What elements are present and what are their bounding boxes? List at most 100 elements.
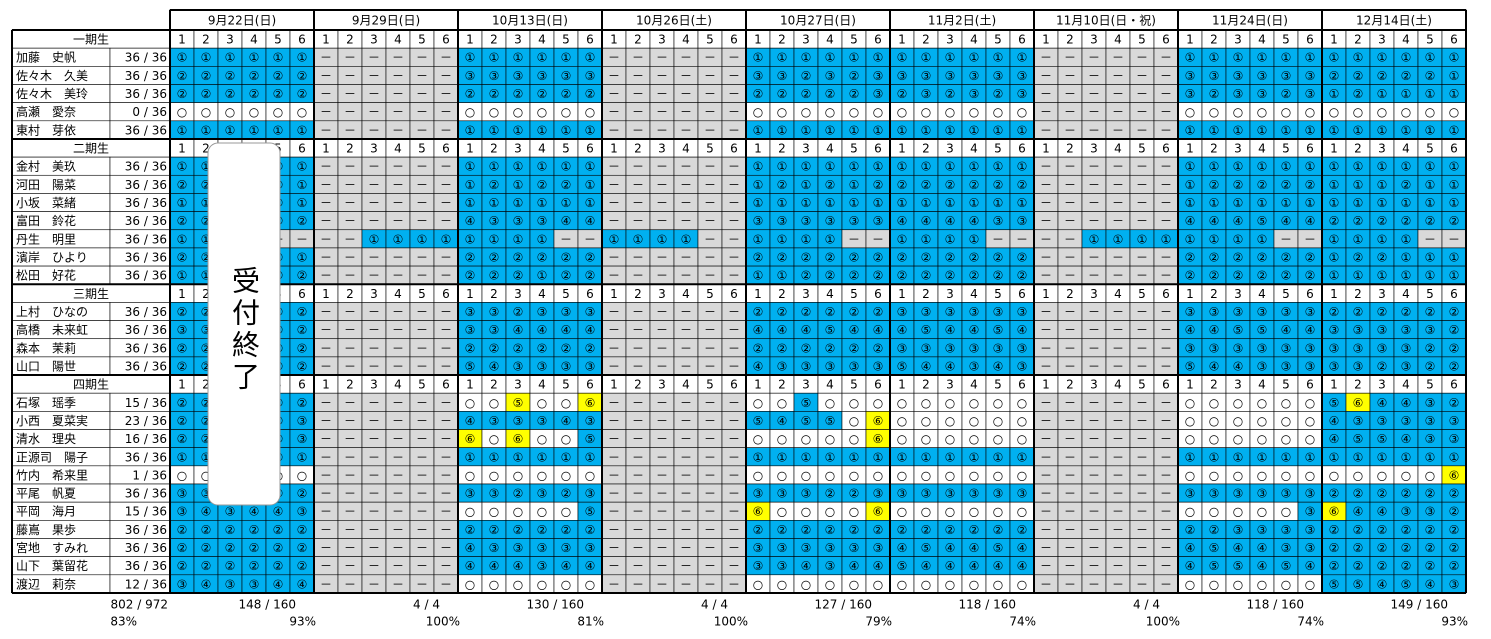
- slot-value: －: [608, 123, 620, 137]
- slot-label: 3: [226, 33, 234, 47]
- slot-value: ②: [561, 523, 572, 537]
- slot-value: －: [392, 196, 404, 210]
- slot-value: ②: [945, 523, 956, 537]
- slot-value: －: [1136, 432, 1148, 446]
- slot-value: ③: [969, 87, 980, 101]
- slot-value: ⑤: [1257, 323, 1268, 337]
- slot-value: ②: [1329, 214, 1340, 228]
- slot-value: ①: [1377, 160, 1388, 174]
- slot-value: ④: [921, 559, 932, 573]
- slot-value: －: [728, 87, 740, 101]
- slot-value: ③: [513, 359, 524, 373]
- slot-label: 6: [442, 142, 450, 156]
- slot-value: ③: [945, 69, 956, 83]
- slot-value: ②: [537, 251, 548, 265]
- slot-value: －: [704, 541, 716, 555]
- slot-value: ○: [1377, 105, 1387, 119]
- slot-label: 1: [1042, 287, 1050, 301]
- slot-value: －: [680, 196, 692, 210]
- slot-value: ③: [921, 305, 932, 319]
- slot-value: ③: [873, 87, 884, 101]
- slot-value: ③: [1209, 341, 1220, 355]
- slot-value: ⑤: [1329, 396, 1340, 410]
- slot-value: －: [344, 105, 356, 119]
- slot-value: －: [1064, 305, 1076, 319]
- slot-value: －: [1088, 396, 1100, 410]
- slot-label: 1: [1330, 378, 1338, 392]
- slot-value: ○: [1401, 468, 1411, 482]
- slot-value: －: [296, 232, 308, 246]
- slot-value: ○: [1329, 105, 1339, 119]
- slot-value: －: [1112, 269, 1124, 283]
- slot-value: ①: [441, 232, 452, 246]
- slot-value: －: [1040, 359, 1052, 373]
- slot-value: －: [680, 559, 692, 573]
- slot-value: ○: [993, 414, 1003, 428]
- slot-value: ①: [1377, 123, 1388, 137]
- slot-label: 6: [298, 142, 306, 156]
- slot-value: －: [632, 432, 644, 446]
- slot-value: －: [680, 178, 692, 192]
- slot-value: －: [848, 232, 860, 246]
- slot-value: －: [1160, 341, 1172, 355]
- member-name: 富田 鈴花: [16, 213, 76, 228]
- date-rate: 100%: [426, 614, 460, 628]
- slot-value: ②: [777, 87, 788, 101]
- slot-value: ②: [1329, 559, 1340, 573]
- slot-value: ①: [969, 450, 980, 464]
- slot-value: ○: [897, 396, 907, 410]
- slot-value: ②: [465, 251, 476, 265]
- slot-value: ③: [873, 541, 884, 555]
- date-header: 12月14日(土): [1356, 14, 1432, 28]
- slot-value: ②: [1377, 559, 1388, 573]
- slot-value: ①: [945, 196, 956, 210]
- slot-label: 6: [1162, 378, 1170, 392]
- slot-value: －: [1040, 505, 1052, 519]
- member-count: 36 / 36: [125, 450, 167, 464]
- member-count: 15 / 36: [125, 505, 167, 519]
- slot-value: ①: [969, 51, 980, 65]
- slot-value: －: [608, 178, 620, 192]
- slot-value: ②: [1401, 559, 1412, 573]
- slot-value: －: [368, 523, 380, 537]
- slot-value: ②: [1449, 487, 1460, 501]
- closed-label: 受付終了: [228, 266, 261, 394]
- slot-label: 4: [394, 378, 402, 392]
- slot-value: ②: [537, 178, 548, 192]
- slot-value: ③: [969, 341, 980, 355]
- slot-value: ①: [177, 123, 188, 137]
- slot-value: ○: [1257, 468, 1267, 482]
- slot-value: －: [416, 414, 428, 428]
- slot-value: －: [1064, 123, 1076, 137]
- slot-value: ③: [561, 305, 572, 319]
- slot-value: －: [320, 214, 332, 228]
- slot-value: ①: [777, 123, 788, 137]
- member-count: 23 / 36: [125, 414, 167, 428]
- slot-value: －: [1064, 505, 1076, 519]
- slot-value: ②: [561, 87, 572, 101]
- slot-value: －: [368, 51, 380, 65]
- slot-value: ③: [849, 541, 860, 555]
- slot-value: ③: [537, 559, 548, 573]
- slot-label: 4: [1402, 287, 1410, 301]
- slot-value: ○: [993, 105, 1003, 119]
- slot-value: ③: [969, 305, 980, 319]
- slot-value: ○: [777, 396, 787, 410]
- slot-value: －: [344, 577, 356, 591]
- slot-label: 4: [826, 287, 834, 301]
- slot-value: －: [1160, 359, 1172, 373]
- slot-value: －: [1112, 160, 1124, 174]
- slot-value: －: [584, 232, 596, 246]
- slot-value: ○: [873, 396, 883, 410]
- slot-value: ④: [897, 323, 908, 337]
- slot-value: ⑥: [1449, 468, 1460, 482]
- slot-value: －: [416, 341, 428, 355]
- slot-value: －: [416, 541, 428, 555]
- slot-label: 2: [634, 142, 642, 156]
- slot-label: 2: [778, 378, 786, 392]
- slot-label: 5: [1138, 142, 1146, 156]
- slot-label: 6: [298, 33, 306, 47]
- slot-label: 3: [1378, 378, 1386, 392]
- slot-value: －: [680, 69, 692, 83]
- slot-value: －: [368, 396, 380, 410]
